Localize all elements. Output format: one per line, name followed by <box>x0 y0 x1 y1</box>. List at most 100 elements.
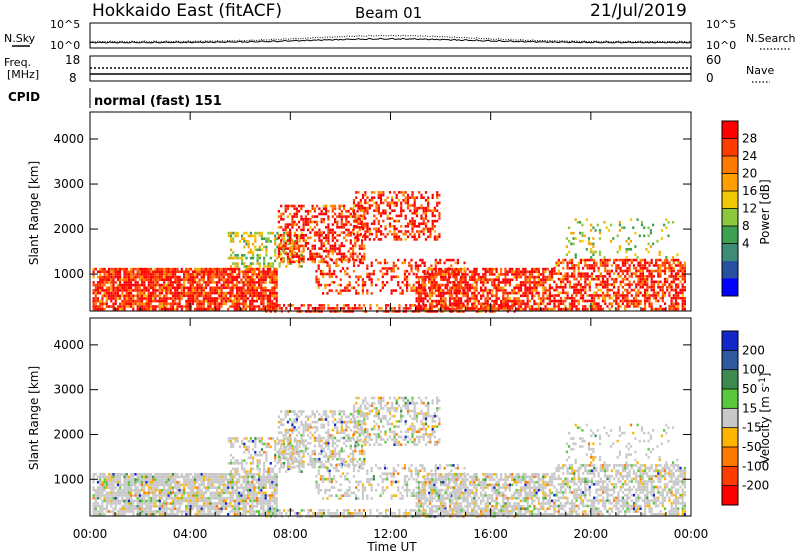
velocity-cell <box>160 494 164 497</box>
velocity-cell <box>107 510 111 513</box>
power-cell <box>584 288 587 292</box>
power-cell <box>477 299 480 303</box>
power-cell <box>500 302 503 306</box>
power-cell <box>559 302 563 305</box>
power-cell <box>331 210 334 213</box>
power-cell <box>604 261 607 265</box>
power-cell <box>152 278 155 281</box>
power-cell <box>628 305 631 308</box>
power-cell <box>241 254 244 257</box>
power-cell <box>573 275 576 278</box>
power-cell <box>359 214 362 218</box>
power-cell <box>681 291 684 295</box>
power-cell <box>509 307 512 310</box>
power-cell <box>415 206 419 210</box>
velocity-cell <box>116 488 119 492</box>
power-cell <box>668 264 671 267</box>
velocity-cell <box>138 473 141 476</box>
power-cell <box>648 264 651 267</box>
power-cell <box>373 227 376 231</box>
power-cell <box>637 275 640 278</box>
power-cell <box>626 269 629 273</box>
power-cell <box>364 191 367 194</box>
velocity-cell <box>130 483 133 487</box>
power-cell <box>484 273 487 276</box>
power-cell <box>218 307 221 311</box>
power-cell <box>370 264 373 267</box>
power-cell <box>595 302 598 305</box>
power-cell <box>229 248 233 252</box>
power-cell <box>313 252 316 256</box>
power-cell <box>165 299 168 303</box>
power-cell <box>286 260 289 264</box>
power-cell <box>205 283 208 287</box>
velocity-cell <box>174 512 177 516</box>
velocity-cell <box>158 488 161 492</box>
velocity-cell <box>125 480 128 484</box>
velocity-cell <box>194 496 197 500</box>
power-cell <box>307 212 310 216</box>
power-cell <box>504 304 507 307</box>
power-cell <box>361 209 365 212</box>
power-cell <box>202 267 205 271</box>
velocity-cell <box>99 504 102 508</box>
power-cell <box>156 289 159 292</box>
power-cell <box>377 219 380 223</box>
power-cell <box>309 231 312 234</box>
power-cell <box>646 280 649 284</box>
velocity-cell <box>99 507 102 511</box>
velocity-cell <box>101 494 104 497</box>
power-cell <box>227 307 230 311</box>
power-cell <box>624 277 627 281</box>
velocity-cell <box>183 494 186 497</box>
power-cell <box>397 235 401 239</box>
power-cell <box>112 307 115 311</box>
power-cell <box>275 286 278 290</box>
velocity-cell <box>154 496 157 500</box>
power-cell <box>269 302 272 306</box>
power-cell <box>327 304 330 307</box>
power-cell <box>141 267 144 271</box>
power-cell <box>531 305 534 308</box>
power-cell <box>639 275 642 278</box>
power-cell <box>562 267 565 270</box>
power-cell <box>196 294 199 298</box>
power-cell <box>293 207 296 210</box>
power-cell <box>648 272 651 275</box>
velocity-cell <box>127 486 130 489</box>
power-cell <box>513 275 516 279</box>
power-cell <box>590 299 594 303</box>
power-cell <box>473 289 476 292</box>
power-cell <box>251 289 254 292</box>
power-cell <box>143 275 146 279</box>
power-cell <box>258 267 261 271</box>
velocity-cell <box>158 499 161 503</box>
velocity-cell <box>198 475 201 479</box>
velocity-cell <box>209 496 212 500</box>
power-cell <box>588 267 591 270</box>
power-cell <box>637 299 640 303</box>
power-cell <box>564 277 567 281</box>
velocity-cell <box>158 512 161 516</box>
power-cell <box>590 302 594 305</box>
power-cell <box>96 283 100 287</box>
power-cell <box>422 209 425 212</box>
power-cell <box>392 275 395 279</box>
power-cell <box>130 278 133 281</box>
power-cell <box>617 272 620 275</box>
power-cell <box>500 299 503 303</box>
power-cell <box>269 278 272 281</box>
power-cell <box>213 267 216 271</box>
power-cell <box>132 305 135 308</box>
power-cell <box>404 307 408 310</box>
velocity-cell <box>119 494 122 497</box>
velocity-cell <box>196 510 199 513</box>
power-cell <box>630 288 633 292</box>
power-cell <box>316 255 319 258</box>
power-cell <box>209 281 212 284</box>
power-cell <box>176 289 179 292</box>
power-cell <box>435 283 438 287</box>
velocity-cell <box>224 504 228 508</box>
power-cell <box>417 281 420 284</box>
power-cell <box>303 304 306 307</box>
